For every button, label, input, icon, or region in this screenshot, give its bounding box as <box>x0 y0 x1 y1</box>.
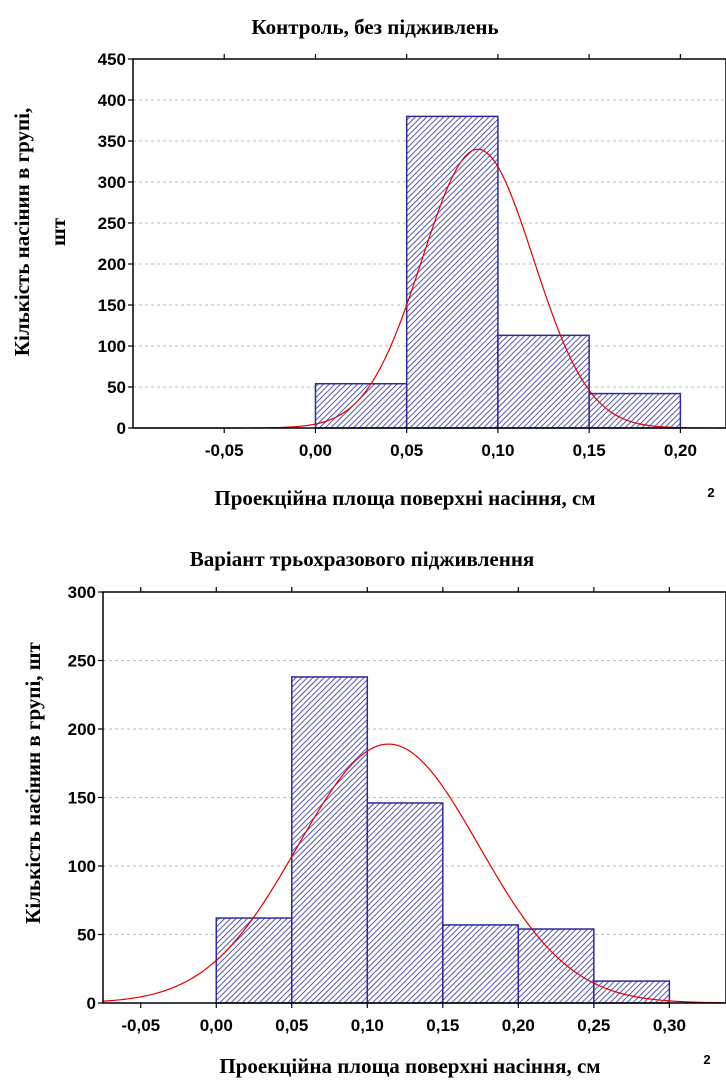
chart-1-y-tick-label: 50 <box>107 378 126 397</box>
chart-1-x-tick-label: 0,00 <box>299 441 332 460</box>
chart-1-x-tick-label: 0,20 <box>664 441 697 460</box>
chart-1-x-axis-label: Проекційна площа поверхні насіння, см <box>214 486 595 510</box>
chart-1-bar-1 <box>314 382 408 429</box>
chart-2-y-axis-label: Кількість насінин в групі, шт <box>21 641 45 923</box>
chart-2-x-tick-label: 0,15 <box>426 1016 459 1035</box>
chart-1-x-tick-label: 0,10 <box>481 441 514 460</box>
chart-1-x-ticks: -0,05 0,00 0,05 0,10 0,15 0,20 <box>205 54 697 460</box>
chart-2-y-tick-label: 250 <box>68 652 96 671</box>
chart-2-bar-5 <box>517 928 595 1004</box>
chart-2-x-tick-label: 0,25 <box>577 1016 610 1035</box>
chart-1-y-tick-label: 400 <box>98 91 126 110</box>
chart-1-plot-frame <box>132 58 726 429</box>
chart-2: Варіант трьохразового підживлення 0 50 100… <box>21 547 726 1078</box>
chart-2-x-tick-label: 0,30 <box>653 1016 686 1035</box>
chart-2-bar-1 <box>215 917 293 1004</box>
chart-2-title: Варіант трьохразового підживлення <box>190 547 535 571</box>
chart-1-x-axis-label-superscript: 2 <box>707 485 714 500</box>
chart-2-y-tick-label: 100 <box>68 857 96 876</box>
chart-2-y-tick-label: 50 <box>77 926 96 945</box>
chart-2-x-tick-label: 0,10 <box>351 1016 384 1035</box>
chart-1-y-tick-label: 200 <box>98 255 126 274</box>
chart-2-bar-2 <box>291 676 369 1004</box>
chart-2-x-tick-label: 0,00 <box>200 1016 233 1035</box>
chart-2-y-tick-label: 200 <box>68 720 96 739</box>
chart-2-x-axis-label: Проекційна площа поверхні насіння, см <box>219 1054 600 1078</box>
chart-1-y-ticks: 0 50 100 150 200 250 300 350 400 450 <box>98 50 133 438</box>
chart-2-normal-curve <box>102 743 726 1004</box>
chart-1-y-tick-label: 0 <box>117 419 126 438</box>
chart-2-x-tick-label: 0,20 <box>502 1016 535 1035</box>
chart-2-gridlines <box>103 660 726 935</box>
chart-1-y-tick-label: 450 <box>98 50 126 69</box>
chart-2-x-ticks: -0,05 0,00 0,05 0,10 0,15 0,20 0,25 0,30 <box>121 587 686 1035</box>
chart-1-bars <box>314 115 682 429</box>
chart-2-x-tick-label: -0,05 <box>121 1016 160 1035</box>
chart-2-y-ticks: 0 50 100 150 200 250 300 <box>68 583 103 1013</box>
chart-2-x-axis-label-superscript: 2 <box>703 1052 710 1067</box>
chart-2-y-axis-label-line-1: Кількість насінин в групі, шт <box>21 641 45 923</box>
chart-1-bar-2 <box>405 115 499 429</box>
chart-1-y-axis-label-line-1: Кількість насінин в групі, <box>10 108 34 356</box>
chart-2-bar-3 <box>366 802 444 1004</box>
chart-1-y-axis-label-line-2: шт <box>46 217 70 246</box>
chart-2-y-tick-label: 300 <box>68 583 96 602</box>
chart-2-bar-4 <box>442 924 520 1004</box>
chart-1-y-axis-label: Кількість насінин в групі, шт <box>10 108 70 356</box>
chart-1-x-tick-label: 0,05 <box>390 441 423 460</box>
chart-1-y-tick-label: 150 <box>98 296 126 315</box>
chart-1-title: Контроль, без підживлень <box>251 15 498 39</box>
chart-2-y-tick-label: 0 <box>87 994 96 1013</box>
chart-1-y-tick-label: 350 <box>98 132 126 151</box>
chart-1-x-tick-label: 0,15 <box>573 441 606 460</box>
chart-1-x-tick-label: -0,05 <box>205 441 244 460</box>
chart-1-y-tick-label: 100 <box>98 337 126 356</box>
chart-2-x-tick-label: 0,05 <box>275 1016 308 1035</box>
chart-1-y-tick-label: 250 <box>98 214 126 233</box>
chart-1: Контроль, без підживлень 0 50 100 150 200 250… <box>10 15 726 510</box>
chart-2-y-tick-label: 150 <box>68 789 96 808</box>
chart-2-bars <box>215 676 671 1004</box>
chart-1-bar-3 <box>497 334 590 429</box>
chart-1-y-tick-label: 300 <box>98 173 126 192</box>
